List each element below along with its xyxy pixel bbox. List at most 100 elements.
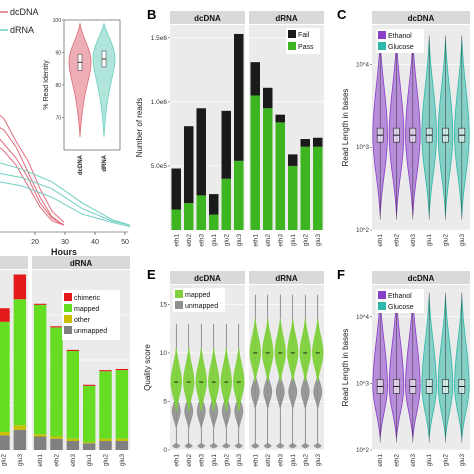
ylabel: Read Length in bases xyxy=(341,329,350,407)
facet-label: dcDNA xyxy=(194,14,221,23)
bar-other xyxy=(82,442,96,444)
y-tick-label: 15 xyxy=(160,301,168,308)
y-tick-label: 5.0e5 xyxy=(151,163,168,170)
facet-panel-bg xyxy=(170,25,245,230)
bar-other xyxy=(33,434,47,437)
violin-unmapped-tail xyxy=(209,442,218,449)
bar-unmapped xyxy=(0,435,10,450)
violin-unmapped-tail xyxy=(222,442,231,449)
panel-e-ylabel: Quality score xyxy=(143,344,152,391)
legend-key-other xyxy=(64,315,72,323)
violin-mapped xyxy=(208,348,220,412)
legend-key-unmapped xyxy=(175,301,183,309)
y-tick-label: 0 xyxy=(163,447,167,454)
bar-unmapped xyxy=(66,441,80,450)
x-tick-label: glu1 xyxy=(426,454,433,467)
facet-panel-bg xyxy=(249,285,324,450)
bar-mapped xyxy=(0,321,10,432)
panel-a-bg xyxy=(0,10,52,232)
bar-other xyxy=(0,432,10,436)
y-tick-label: 10^4 xyxy=(356,62,369,68)
bar-pass xyxy=(171,209,181,230)
x-tick-label: glu3 xyxy=(236,454,243,467)
bar-unmapped xyxy=(115,441,129,450)
violin-mapped xyxy=(249,318,261,383)
violin-unmapped-tail xyxy=(251,442,260,449)
y-tick-label: 10^3 xyxy=(356,145,369,151)
x-tick-label: eth1 xyxy=(377,454,384,467)
bar-fail xyxy=(250,62,260,96)
violin-unmapped-tail xyxy=(234,442,243,449)
legend-label-mapped: mapped xyxy=(74,306,99,313)
panel-letter-c: C xyxy=(337,7,347,22)
x-tick-label: eth2 xyxy=(265,454,272,467)
legend-label-fail: Fail xyxy=(298,32,310,39)
y-tick-label: 10^3 xyxy=(356,381,369,387)
violin-mapped xyxy=(287,318,299,383)
x-tick-label: glu3 xyxy=(315,454,322,467)
violin-mapped xyxy=(274,318,286,383)
bar-fail xyxy=(313,137,323,147)
x-tick-label: eth1 xyxy=(173,234,180,247)
y-tick-label: 5 xyxy=(163,398,167,405)
inset-x-label: dRNA xyxy=(102,154,108,171)
bar-chimeric xyxy=(115,369,129,371)
bar-fail xyxy=(263,87,273,109)
inset-y-tick-label: 70 xyxy=(55,116,61,122)
panel-letter-f: F xyxy=(337,267,345,282)
x-tick-label: glu3 xyxy=(315,234,322,247)
facet-strip xyxy=(0,256,28,269)
inset-y-tick-label: 90 xyxy=(55,51,61,57)
violin-unmapped xyxy=(288,374,298,410)
series-line-dcdna-2 xyxy=(0,138,65,226)
bar-pass xyxy=(209,214,219,230)
y-tick-label: 1.5e6 xyxy=(151,35,168,42)
facet-label: dRNA xyxy=(70,259,92,268)
legend-key-glucose xyxy=(378,42,386,50)
legend-label-glucose: Glucose xyxy=(388,304,414,311)
bar-mapped xyxy=(50,327,63,437)
bar-pass xyxy=(313,146,323,230)
x-tick-label: eth1 xyxy=(252,234,259,247)
legend-label-drna: dRNA xyxy=(10,25,34,35)
facet-strip xyxy=(249,271,324,284)
panel-letter-e: E xyxy=(147,267,156,282)
violin-unmapped xyxy=(300,374,310,410)
facet-label: dcDNA xyxy=(194,274,221,283)
y-tick-label: 10^4 xyxy=(356,315,369,321)
legend-key-ethanol xyxy=(378,291,386,299)
bar-pass xyxy=(288,165,298,230)
x-tick-label: glu1 xyxy=(211,234,218,247)
bar-fail xyxy=(221,110,231,179)
bar-unmapped xyxy=(50,438,63,450)
x-tick-label: eth1 xyxy=(252,454,259,467)
series-line-drna-4 xyxy=(0,162,131,226)
bar-mapped xyxy=(115,370,129,439)
bar-chimeric xyxy=(13,274,27,300)
series-line-dcdna-3 xyxy=(0,147,65,226)
bar-chimeric xyxy=(66,349,80,351)
bar-unmapped xyxy=(99,441,112,450)
facet-panel-bg xyxy=(372,25,470,230)
x-tick-label: eth1 xyxy=(173,454,180,467)
bar-fail xyxy=(288,154,298,166)
x-tick-label: eth1 xyxy=(37,454,44,467)
facet-label: dcDNA xyxy=(408,274,435,283)
violin-mapped xyxy=(262,318,274,383)
bar-pass xyxy=(221,178,231,230)
y-tick-label: 10^2 xyxy=(356,228,369,234)
facet-strip xyxy=(372,271,470,284)
inset-y-tick-label: 100 xyxy=(53,18,62,24)
bar-unmapped xyxy=(13,429,27,450)
legend-label-dcdna: dcDNA xyxy=(10,7,39,17)
facet-strip xyxy=(170,271,245,284)
x-tick-label: glu3 xyxy=(236,234,243,247)
bar-pass xyxy=(250,95,260,230)
violin-mapped xyxy=(183,348,195,412)
bar-fail xyxy=(184,126,194,204)
bar-other xyxy=(13,425,27,430)
panel-b-ylabel: Number of reads xyxy=(135,98,144,158)
legend-label-chimeric: chimeric xyxy=(74,295,101,302)
violin-unmapped-tail xyxy=(184,442,193,449)
